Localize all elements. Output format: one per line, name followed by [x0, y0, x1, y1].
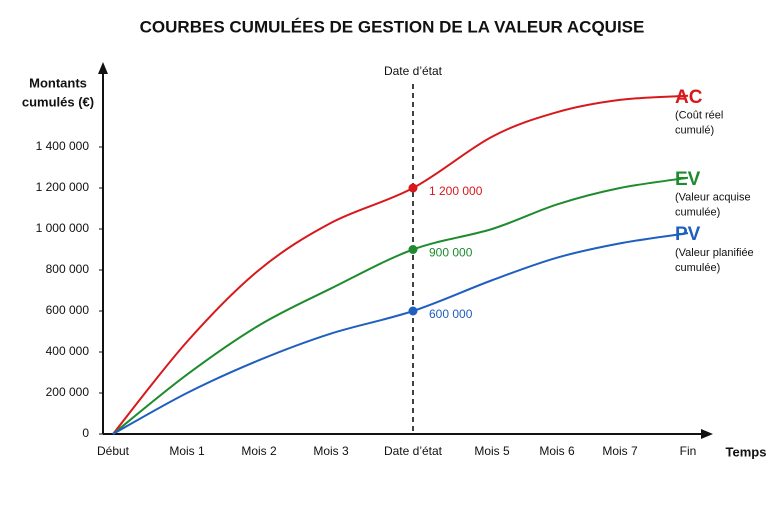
data-label: 900 000 [429, 246, 473, 260]
x-tick-label: Mois 7 [602, 444, 638, 458]
legend-description: (Coût réel [675, 110, 723, 122]
x-axis-arrow [701, 429, 713, 439]
series-line [112, 94, 689, 435]
y-tick-label: 1 400 000 [36, 139, 90, 153]
data-label: 1 200 000 [429, 184, 483, 198]
series-line [112, 232, 689, 435]
y-tick-label: 1 200 000 [36, 180, 90, 194]
data-point [408, 245, 418, 254]
legend-description: cumulé) [675, 125, 714, 137]
legend-name: PV [675, 224, 701, 245]
y-tick-label: 0 [82, 426, 89, 440]
chart-title: COURBES CUMULÉES DE GESTION DE LA VALEUR… [140, 17, 645, 36]
x-tick-label: Mois 5 [474, 444, 510, 458]
x-tick-label: Date d’état [384, 444, 443, 458]
x-tick-label: Mois 3 [313, 444, 349, 458]
data-point [408, 306, 418, 316]
y-axis-title: Montants [29, 75, 87, 90]
x-axis-title: Temps [726, 444, 767, 459]
data-label: 600 000 [429, 307, 473, 321]
y-axis-title: cumulés (€) [22, 94, 94, 109]
y-tick-label: 800 000 [46, 262, 90, 276]
x-tick-label: Début [97, 444, 130, 458]
y-tick-label: 400 000 [46, 344, 90, 358]
y-tick-label: 1 000 000 [36, 221, 90, 235]
legend-name: AC [675, 87, 703, 108]
legend-description: cumulée) [675, 262, 720, 274]
reference-label: Date d’état [384, 64, 443, 78]
x-tick-label: Fin [680, 444, 697, 458]
y-tick-label: 600 000 [46, 303, 90, 317]
legend-description: (Valeur acquise [675, 192, 751, 204]
legend-description: (Valeur planifiée [675, 247, 754, 259]
legend-name: EV [675, 169, 701, 190]
x-tick-label: Mois 6 [539, 444, 575, 458]
series-line [112, 176, 689, 435]
x-tick-label: Mois 2 [241, 444, 277, 458]
data-point [408, 183, 418, 193]
legend-description: cumulée) [675, 207, 720, 219]
x-tick-label: Mois 1 [169, 444, 205, 458]
y-tick-label: 200 000 [46, 385, 90, 399]
y-axis-arrow [98, 62, 108, 74]
